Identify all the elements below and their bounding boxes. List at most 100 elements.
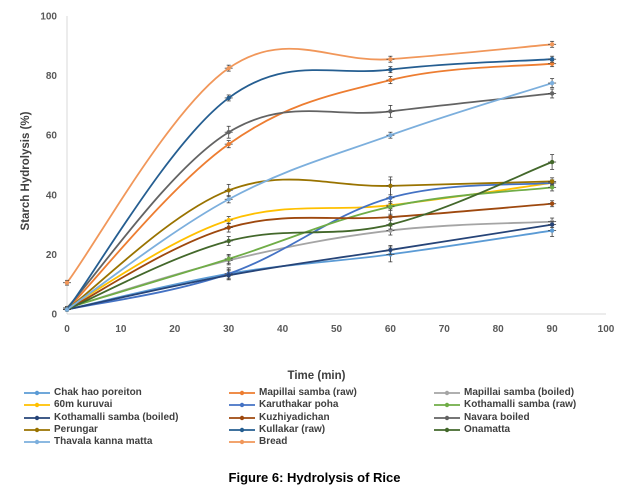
series-group — [63, 154, 557, 312]
data-point — [226, 273, 231, 278]
x-tick-label: 80 — [493, 324, 505, 335]
data-point — [226, 217, 231, 223]
data-point — [549, 91, 555, 96]
series-group — [63, 176, 557, 312]
series-line — [66, 223, 553, 311]
data-point — [226, 188, 231, 193]
data-point — [388, 214, 393, 220]
series-line — [66, 43, 553, 284]
data-point — [388, 77, 393, 83]
legend-label: Karuthakar poha — [259, 399, 339, 411]
legend-label: Chak hao poreiton — [54, 387, 142, 398]
series-line — [66, 178, 553, 311]
series-lines — [63, 40, 557, 312]
y-tick-label: 20 — [46, 250, 58, 261]
data-point — [226, 130, 231, 135]
series-line — [66, 82, 553, 311]
x-tick-label: 70 — [439, 324, 451, 335]
legend-swatch — [229, 390, 255, 396]
data-point — [388, 247, 393, 253]
data-point — [226, 225, 231, 230]
legend-label: 60m kuruvai — [54, 399, 113, 411]
legend-label: Bread — [259, 436, 288, 448]
data-point — [226, 65, 231, 71]
data-point — [388, 183, 393, 189]
data-point — [549, 185, 555, 190]
series-line — [66, 161, 553, 311]
x-tick-label: 40 — [277, 324, 289, 335]
legend-swatch — [24, 427, 50, 433]
data-point — [226, 95, 231, 101]
legend-label: Mapillai samba (raw) — [259, 387, 357, 398]
data-point — [549, 201, 555, 206]
data-point — [64, 307, 70, 312]
legend-swatch — [24, 439, 50, 445]
legend-swatch — [434, 403, 460, 408]
data-point — [226, 141, 231, 147]
series-group — [63, 224, 557, 312]
series-line — [66, 62, 553, 311]
data-point — [388, 204, 393, 209]
data-point — [226, 256, 231, 262]
x-tick-label: 90 — [547, 324, 559, 335]
legend-label: Kuzhiyadichan — [259, 411, 330, 423]
data-point — [549, 57, 555, 62]
x-tick-label: 60 — [385, 324, 397, 335]
legend-swatch — [229, 439, 255, 445]
x-tick-label: 30 — [223, 324, 235, 335]
x-tick-label: 50 — [331, 324, 343, 335]
series-line — [66, 92, 553, 309]
data-point — [549, 42, 555, 47]
legend-label: Navara boiled — [464, 411, 530, 423]
data-point — [549, 228, 555, 233]
y-tick-label: 100 — [40, 12, 57, 23]
chart-area: 0 10 20 30 40 50 60 70 80 90 100 0 20 40 60 80 100 Starc… — [20, 12, 615, 383]
legend-label: Kothamalli samba (raw) — [464, 399, 577, 411]
x-tick-label: 100 — [598, 324, 615, 335]
data-point — [388, 57, 393, 62]
legend-swatch — [24, 403, 50, 408]
legend-label: Perungar — [54, 423, 98, 435]
x-tick-label: 10 — [115, 324, 127, 335]
legend-swatch — [229, 403, 255, 408]
series-group — [63, 179, 557, 311]
legend-label: Mapillai samba (boiled) — [464, 387, 575, 398]
line-chart: 0 10 20 30 40 50 60 70 80 90 100 0 20 40 60 80 100 Starc… — [20, 12, 615, 383]
legend-swatch — [434, 390, 460, 396]
y-axis-title: Starch Hydrolysis (%) — [20, 111, 32, 230]
series-line — [66, 58, 553, 311]
series-group — [63, 40, 557, 286]
series-group — [63, 78, 557, 312]
series-group — [63, 88, 557, 311]
y-tick-label: 80 — [46, 71, 58, 82]
legend-swatch — [434, 415, 460, 420]
series-group — [63, 183, 557, 311]
data-point — [226, 197, 231, 202]
y-tick-label: 0 — [51, 310, 57, 321]
axes — [66, 16, 606, 315]
series-group — [63, 200, 557, 312]
legend-swatch — [24, 415, 50, 420]
data-point — [549, 159, 555, 165]
data-point — [549, 222, 555, 227]
data-point — [549, 80, 555, 86]
legend-label: Onamatta — [464, 423, 511, 435]
x-tick-label: 20 — [169, 324, 181, 335]
tick-labels: 0 10 20 30 40 50 60 70 80 90 100 0 20 40 60 80 100 — [40, 12, 614, 336]
figure-caption: Figure 6: Hydrolysis of Rice — [228, 470, 401, 485]
series-line — [66, 181, 553, 311]
series-group — [63, 60, 557, 312]
data-point — [388, 222, 393, 227]
legend-label: Kothamalli samba (boiled) — [54, 411, 179, 423]
data-point — [226, 238, 231, 244]
y-tick-label: 60 — [46, 131, 58, 142]
data-point — [64, 280, 70, 285]
series-line — [66, 229, 553, 311]
y-tick-label: 40 — [46, 190, 58, 201]
data-point — [388, 109, 393, 114]
series-line — [66, 202, 553, 311]
legend-label: Thavala kanna matta — [54, 436, 153, 448]
x-axis-title: Time (min) — [288, 370, 346, 382]
legend-swatch — [229, 427, 255, 433]
data-point — [388, 133, 393, 138]
